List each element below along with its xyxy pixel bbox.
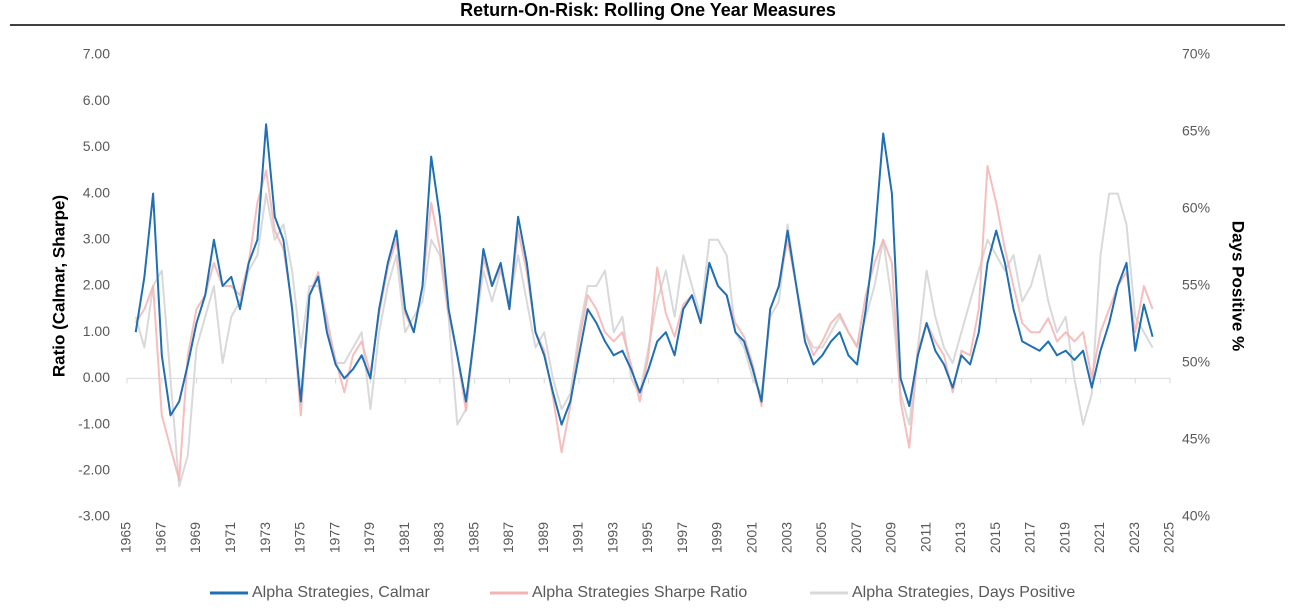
x-tick-label: 2013 bbox=[952, 522, 968, 553]
x-tick-label: 1987 bbox=[500, 522, 516, 553]
x-tick-label: 2003 bbox=[778, 522, 794, 553]
x-tick-label: 1991 bbox=[570, 522, 586, 553]
x-tick-label: 1967 bbox=[152, 522, 168, 553]
x-tick-label: 1983 bbox=[431, 522, 447, 553]
y-tick-label: 2.00 bbox=[83, 277, 110, 293]
x-tick-label: 1975 bbox=[292, 522, 308, 553]
legend-label: Alpha Strategies, Days Positive bbox=[852, 584, 1075, 601]
y-tick-label: -3.00 bbox=[78, 508, 110, 524]
series-line bbox=[134, 164, 1154, 481]
x-tick-label: 2021 bbox=[1091, 522, 1107, 553]
y-tick-label: 0.00 bbox=[83, 369, 110, 385]
x-tick-label: 2023 bbox=[1126, 522, 1142, 553]
x-tick-label: 2005 bbox=[813, 522, 829, 553]
x-tick-label: 1985 bbox=[465, 522, 481, 553]
x-tick-label: 1977 bbox=[326, 522, 342, 553]
y2-tick-label: 65% bbox=[1182, 123, 1210, 139]
x-tick-label: 1995 bbox=[639, 522, 655, 553]
x-tick-label: 2019 bbox=[1056, 522, 1072, 553]
x-tick-label: 1979 bbox=[361, 522, 377, 553]
y2-tick-label: 70% bbox=[1182, 46, 1210, 62]
x-tick-label: 2009 bbox=[883, 522, 899, 553]
y2-tick-label: 55% bbox=[1182, 277, 1210, 293]
y-tick-label: -1.00 bbox=[78, 415, 110, 431]
legend-label: Alpha Strategies, Calmar bbox=[252, 584, 431, 601]
x-tick-label: 1965 bbox=[118, 522, 134, 553]
x-tick-label: 1969 bbox=[187, 522, 203, 553]
y-tick-label: -2.00 bbox=[78, 462, 110, 478]
y2-tick-label: 45% bbox=[1182, 431, 1210, 447]
legend-label: Alpha Strategies Sharpe Ratio bbox=[532, 584, 747, 601]
x-tick-label: 2025 bbox=[1161, 522, 1177, 553]
series-line bbox=[134, 123, 1154, 426]
x-tick-label: 1973 bbox=[257, 522, 273, 553]
x-tick-label: 2007 bbox=[848, 522, 864, 553]
y-tick-label: 6.00 bbox=[83, 92, 110, 108]
x-tick-label: 2017 bbox=[1022, 522, 1038, 553]
y2-tick-label: 60% bbox=[1182, 200, 1210, 216]
y-tick-label: 3.00 bbox=[83, 231, 110, 247]
x-tick-label: 1981 bbox=[396, 522, 412, 553]
series-line bbox=[134, 192, 1154, 488]
y2-tick-label: 50% bbox=[1182, 354, 1210, 370]
x-tick-label: 2011 bbox=[917, 522, 933, 552]
x-tick-label: 1971 bbox=[222, 522, 238, 553]
x-tick-label: 1999 bbox=[709, 522, 725, 553]
y-axis-label: Ratio (Calmar, Sharpe) bbox=[49, 195, 68, 377]
x-tick-label: 2001 bbox=[744, 522, 760, 553]
y-tick-label: 7.00 bbox=[83, 46, 110, 62]
y-tick-label: 4.00 bbox=[83, 184, 110, 200]
x-tick-label: 1989 bbox=[535, 522, 551, 553]
x-tick-label: 1993 bbox=[604, 522, 620, 553]
x-tick-label: 2015 bbox=[987, 522, 1003, 553]
y-tick-label: 5.00 bbox=[83, 138, 110, 154]
chart-title: Return-On-Risk: Rolling One Year Measure… bbox=[460, 0, 836, 20]
y-tick-label: 1.00 bbox=[83, 323, 110, 339]
x-tick-label: 1997 bbox=[674, 522, 690, 553]
y2-tick-label: 40% bbox=[1182, 508, 1210, 524]
y2-axis-label: Days Positive % bbox=[1229, 221, 1248, 351]
